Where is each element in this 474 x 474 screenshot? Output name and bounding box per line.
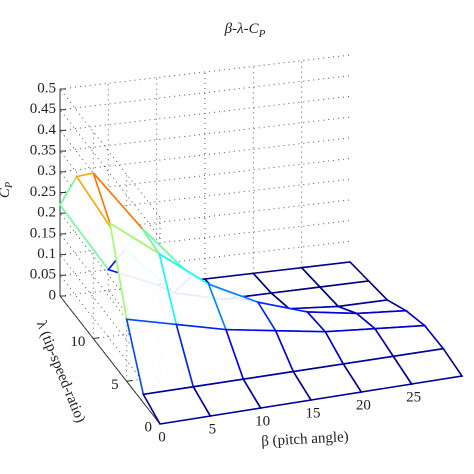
y-tick bbox=[126, 379, 133, 382]
z-tick-label: 0.5 bbox=[37, 80, 56, 96]
y-axis bbox=[59, 295, 161, 425]
z-axis-label: CP bbox=[0, 182, 15, 198]
z-tick-label: 0.45 bbox=[30, 101, 56, 117]
y-tick-label: 5 bbox=[111, 377, 119, 393]
title-main: β-λ-C bbox=[224, 21, 260, 37]
x-tick-label: 5 bbox=[209, 421, 217, 437]
grid-line bbox=[59, 137, 351, 173]
grid-line bbox=[59, 88, 161, 218]
grid-line bbox=[59, 158, 351, 193]
surface-cell bbox=[391, 347, 464, 385]
x-tick-label: 0 bbox=[158, 429, 166, 445]
z-tick-label: 0.35 bbox=[30, 143, 56, 159]
grid-line bbox=[59, 130, 161, 259]
z-tick-label: 0.4 bbox=[37, 122, 56, 138]
z-tick-label: 0.2 bbox=[37, 205, 56, 221]
x-tick-label: 20 bbox=[356, 397, 371, 413]
y-tick-label: 0 bbox=[145, 419, 153, 435]
chart-title: β-λ-CP bbox=[224, 21, 266, 39]
grid-line bbox=[59, 178, 351, 214]
z-tick-label: 0 bbox=[49, 287, 57, 303]
z-tick-label: 0.05 bbox=[30, 267, 56, 283]
grid-line bbox=[59, 233, 161, 363]
y-tick bbox=[93, 337, 100, 340]
grid-line bbox=[59, 199, 351, 235]
grid-line bbox=[59, 54, 351, 90]
grid-line bbox=[59, 109, 161, 239]
grid-line bbox=[59, 220, 351, 256]
grid-line bbox=[59, 75, 351, 111]
z-tick-label: 0.15 bbox=[30, 225, 56, 241]
z-label-main: C bbox=[0, 187, 13, 198]
z-label-sub: P bbox=[4, 182, 15, 189]
x-tick-label: 10 bbox=[255, 413, 270, 429]
grid-line bbox=[59, 212, 161, 342]
grid-line bbox=[59, 116, 351, 152]
y-tick-label: 10 bbox=[70, 334, 85, 350]
x-axis-label: β (pitch angle) bbox=[261, 429, 349, 450]
title-sub: P bbox=[258, 28, 266, 40]
z-tick-label: 0.1 bbox=[37, 246, 56, 262]
grid-line bbox=[59, 254, 161, 383]
x-tick-label: 15 bbox=[306, 405, 321, 421]
z-tick-label: 0.25 bbox=[30, 184, 56, 200]
z-tick-label: 0.3 bbox=[37, 163, 56, 179]
x-tick-label: 25 bbox=[406, 389, 421, 405]
grid-line bbox=[59, 150, 161, 280]
grid-line bbox=[59, 274, 161, 404]
